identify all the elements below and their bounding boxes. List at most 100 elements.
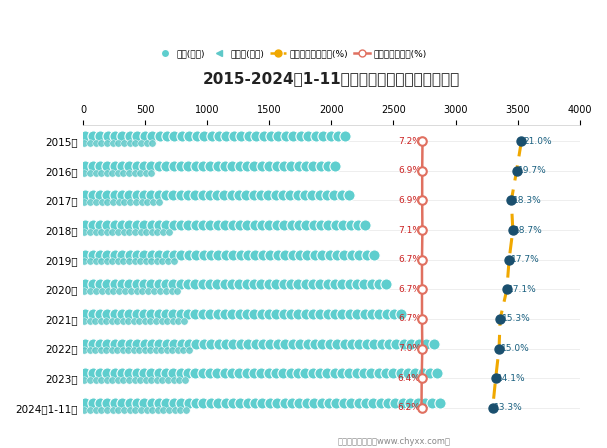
Point: [130, 169, 140, 176]
Point: [494, 345, 504, 352]
Point: [249, 310, 259, 318]
Point: [152, 258, 161, 265]
Point: [206, 221, 215, 228]
Point: [113, 376, 123, 383]
Point: [212, 370, 222, 377]
Point: [168, 317, 177, 324]
Point: [103, 221, 112, 228]
Point: [198, 399, 208, 406]
Point: [332, 251, 342, 258]
Point: [418, 345, 427, 352]
Point: [351, 370, 361, 377]
Point: [339, 251, 349, 258]
Point: [199, 133, 209, 140]
Point: [333, 133, 343, 140]
Point: [101, 317, 111, 324]
Point: [250, 399, 260, 406]
Point: [286, 281, 296, 288]
Point: [322, 370, 332, 377]
Point: [140, 347, 149, 354]
Point: [118, 133, 127, 140]
Point: [169, 251, 179, 258]
Point: [265, 221, 274, 228]
Point: [147, 221, 157, 228]
Point: [367, 281, 376, 288]
Point: [161, 192, 171, 199]
Point: [388, 370, 398, 377]
Point: [162, 340, 172, 347]
Point: [124, 169, 134, 176]
Point: [124, 406, 134, 413]
Point: [213, 399, 223, 406]
Point: [132, 133, 142, 140]
Text: 21.0%: 21.0%: [523, 137, 552, 146]
Point: [117, 370, 127, 377]
Point: [117, 192, 127, 199]
Point: [80, 399, 90, 406]
Point: [80, 406, 89, 413]
Point: [149, 288, 159, 295]
Text: 6.4%: 6.4%: [398, 374, 421, 383]
Point: [234, 370, 244, 377]
Point: [108, 139, 118, 146]
Text: 14.1%: 14.1%: [497, 374, 526, 383]
Point: [146, 281, 156, 288]
Point: [228, 162, 237, 169]
Point: [221, 399, 231, 406]
Point: [257, 399, 267, 406]
Point: [103, 251, 112, 258]
Point: [383, 399, 393, 406]
Point: [80, 139, 89, 146]
Point: [294, 399, 304, 406]
Point: [135, 258, 145, 265]
Point: [95, 133, 105, 140]
Point: [154, 399, 164, 406]
Point: [266, 133, 276, 140]
Point: [330, 310, 340, 318]
Point: [107, 347, 117, 354]
Point: [184, 399, 194, 406]
Point: [176, 221, 186, 228]
Point: [140, 221, 149, 228]
Point: [347, 251, 356, 258]
Point: [258, 340, 268, 347]
Point: [324, 221, 333, 228]
Point: [177, 133, 187, 140]
Point: [163, 258, 173, 265]
Point: [95, 399, 105, 406]
Text: 6.2%: 6.2%: [398, 403, 421, 412]
Point: [315, 370, 325, 377]
Point: [418, 197, 427, 204]
Point: [512, 167, 521, 174]
Point: [354, 399, 364, 406]
Point: [198, 192, 208, 199]
Point: [191, 399, 201, 406]
Point: [191, 221, 200, 228]
Point: [146, 258, 156, 265]
Point: [161, 310, 171, 318]
Point: [242, 310, 252, 318]
Point: [87, 281, 97, 288]
Point: [102, 376, 112, 383]
Point: [300, 370, 310, 377]
Point: [287, 162, 296, 169]
Point: [347, 340, 357, 347]
Point: [132, 162, 141, 169]
Point: [417, 315, 427, 323]
Text: 6.7%: 6.7%: [398, 285, 421, 294]
Point: [273, 251, 282, 258]
Point: [410, 370, 420, 377]
Point: [170, 406, 180, 413]
Point: [294, 310, 304, 318]
Point: [95, 370, 105, 377]
Point: [304, 133, 313, 140]
Point: [389, 310, 399, 318]
Point: [103, 288, 112, 295]
Point: [135, 169, 145, 176]
Point: [148, 139, 157, 146]
Point: [88, 251, 98, 258]
Point: [517, 138, 526, 145]
Point: [199, 340, 209, 347]
Point: [183, 281, 193, 288]
Point: [80, 258, 89, 265]
